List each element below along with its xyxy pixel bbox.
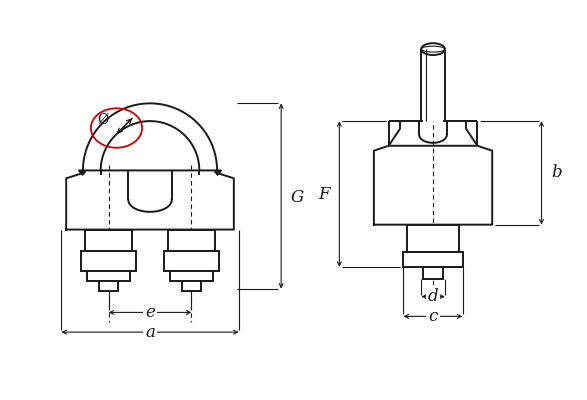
Text: c: c (429, 308, 438, 325)
FancyBboxPatch shape (168, 230, 215, 251)
Bar (170, 271, 213, 281)
Text: b: b (551, 164, 562, 181)
Bar (164, 251, 219, 271)
Bar (423, 267, 443, 279)
Text: d: d (428, 288, 438, 305)
Bar (99, 281, 119, 291)
Bar (181, 281, 201, 291)
Bar (81, 251, 136, 271)
Bar (407, 225, 458, 252)
Bar (403, 252, 463, 267)
Text: G: G (291, 188, 304, 206)
Bar (87, 271, 130, 281)
FancyBboxPatch shape (85, 230, 132, 251)
Text: a: a (145, 324, 155, 341)
Text: Ø: Ø (97, 113, 109, 127)
Text: e: e (145, 304, 155, 321)
Text: F: F (318, 186, 329, 202)
